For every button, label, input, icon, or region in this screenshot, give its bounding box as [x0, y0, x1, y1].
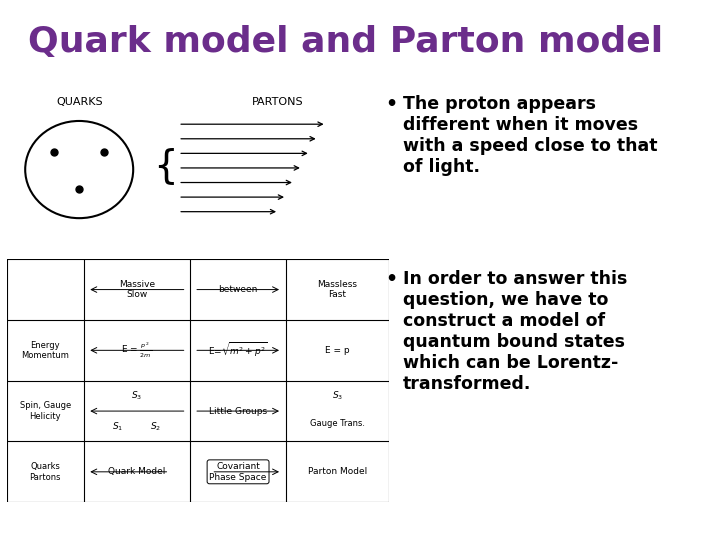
Text: QUARKS: QUARKS	[56, 97, 102, 107]
Text: •: •	[385, 270, 397, 289]
Text: Parton Model: Parton Model	[307, 467, 367, 476]
Text: $S_1$: $S_1$	[112, 420, 123, 433]
Text: E = $\frac{p^2}{2m}$: E = $\frac{p^2}{2m}$	[122, 341, 153, 360]
Text: •: •	[385, 95, 397, 114]
Text: between: between	[218, 285, 258, 294]
Text: construct a model of: construct a model of	[403, 312, 605, 330]
Text: with a speed close to that: with a speed close to that	[403, 137, 657, 155]
Text: Quark Model: Quark Model	[108, 467, 166, 476]
Text: quantum bound states: quantum bound states	[403, 333, 625, 351]
Text: $S_3$: $S_3$	[332, 390, 343, 402]
Text: Spin, Gauge
Helicity: Spin, Gauge Helicity	[19, 401, 71, 421]
Text: The proton appears: The proton appears	[403, 95, 596, 113]
Text: $S_3$: $S_3$	[131, 390, 143, 402]
Text: PARTONS: PARTONS	[251, 97, 303, 107]
Text: E = p: E = p	[325, 346, 350, 355]
Text: $S_2$: $S_2$	[150, 420, 161, 433]
Text: E=$\sqrt{m^2+p^2}$: E=$\sqrt{m^2+p^2}$	[208, 341, 268, 360]
Text: of light.: of light.	[403, 158, 480, 176]
Text: {: {	[153, 147, 178, 185]
Text: Massless
Fast: Massless Fast	[318, 280, 357, 299]
Text: which can be Lorentz-: which can be Lorentz-	[403, 354, 618, 372]
Text: Energy
Momentum: Energy Momentum	[22, 341, 69, 360]
Text: Gauge Trans.: Gauge Trans.	[310, 418, 365, 428]
Text: Quark model and Parton model: Quark model and Parton model	[28, 25, 663, 59]
Text: transformed.: transformed.	[403, 375, 531, 393]
Text: Massive
Slow: Massive Slow	[119, 280, 155, 299]
Text: Little Groups: Little Groups	[209, 407, 267, 416]
Text: different when it moves: different when it moves	[403, 116, 638, 134]
Text: Quarks
Partons: Quarks Partons	[30, 462, 61, 482]
Text: question, we have to: question, we have to	[403, 291, 608, 309]
Text: In order to answer this: In order to answer this	[403, 270, 627, 288]
Text: Covariant
Phase Space: Covariant Phase Space	[210, 462, 266, 482]
